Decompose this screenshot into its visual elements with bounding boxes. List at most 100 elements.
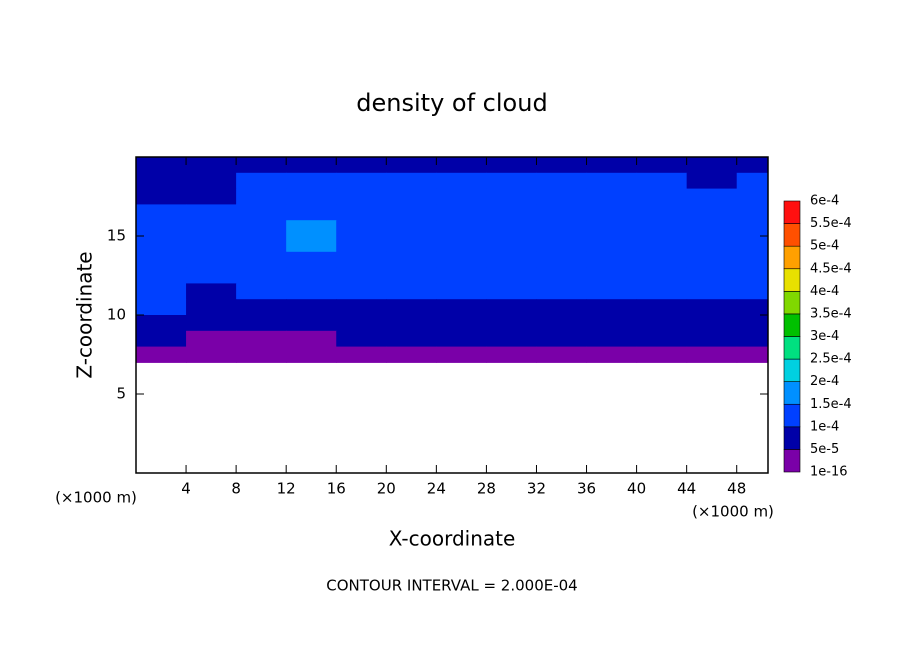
contour-cell [336,188,387,205]
contour-cell [586,236,638,253]
contour-cell [186,299,237,316]
contour-cell [486,346,537,363]
y-axis-label: Z-coordinate [73,251,97,378]
contour-cell [386,299,437,316]
contour-cell [186,283,237,300]
colorbar-label: 1.5e-4 [810,397,852,412]
contour-cell [286,330,337,348]
contour-cell [486,330,537,348]
contour-cell [286,220,337,237]
contour-cell [186,236,237,253]
contour-cell [486,236,537,253]
colorbar-swatch [783,313,801,337]
colorbar-label: 1e-16 [810,465,848,480]
colorbar-swatch [783,403,801,428]
contour-cell [286,283,337,300]
contour-cell [236,157,287,174]
contour-cell [486,251,537,269]
contour-cell [136,204,187,221]
contour-cell [136,346,187,363]
contour-cell [336,315,387,332]
chart-title: density of cloud [356,89,547,117]
contour-cell [536,172,588,190]
contour-cell [636,220,688,237]
x-tick-label: 32 [527,480,546,498]
contour-cell [536,267,588,284]
contour-cell [436,299,487,316]
y-tick-label: 15 [107,227,126,245]
contour-cell [636,283,688,300]
contour-cell [586,346,638,363]
contour-cell [586,188,638,205]
contour-cell [636,157,688,174]
contour-cell [536,251,588,269]
contour-cell [236,283,287,300]
x-tick-label: 24 [427,480,446,498]
contour-cell [436,157,487,174]
contour-cell [136,236,187,253]
colorbar-swatch [783,449,801,473]
contour-cell [736,315,768,332]
contour-cell [136,251,187,269]
contour-cell [336,220,387,237]
x-tick-label: 36 [577,480,596,498]
colorbar-swatch [783,245,801,270]
y-tick-label: 10 [107,306,126,324]
contour-cell [686,220,738,237]
contour-cell [386,315,437,332]
contour-cell [136,299,187,316]
x-tick-label: 20 [377,480,396,498]
contour-cell [336,236,387,253]
contour-cell [186,315,237,332]
contour-cell [486,267,537,284]
contour-cell [136,172,187,190]
contour-cell [186,204,237,221]
contour-cell [386,346,437,363]
colorbar-label: 5e-4 [810,239,839,254]
contour-cell [136,188,187,205]
contour-cell [736,330,768,348]
colorbar-label: 5e-5 [810,442,839,457]
contour-cell [336,283,387,300]
x-tick-label: 44 [677,480,696,498]
contour-cell [236,346,287,363]
contour-cell [186,330,237,348]
contour-cell [436,267,487,284]
contour-cell [686,330,738,348]
x-tick-label: 12 [277,480,296,498]
contour-cell [386,220,437,237]
contour-cell [286,299,337,316]
contour-cell [436,204,487,221]
contour-cell [386,330,437,348]
contour-cell [586,283,638,300]
contour-cell [336,204,387,221]
contour-cell [686,188,738,205]
x-tick-label: 8 [231,480,241,498]
contour-cell [286,172,337,190]
contour-cell [736,346,768,363]
contour-cell [636,236,688,253]
colorbar-label: 3e-4 [810,329,839,344]
contour-cell [636,299,688,316]
contour-cell [236,172,287,190]
colorbar-label: 6e-4 [810,194,839,209]
contour-cell [386,204,437,221]
contour-cell [186,267,237,284]
colorbar-swatch [783,426,801,450]
contour-cell [686,204,738,221]
contour-field [136,157,768,363]
contour-cell [536,204,588,221]
contour-cell [186,172,237,190]
contour-cell [386,267,437,284]
contour-cell [386,188,437,205]
contour-cell [336,267,387,284]
contour-cell [136,330,187,348]
contour-cell [386,283,437,300]
x-unit: (×1000 m) [692,503,774,521]
colorbar-label: 2e-4 [810,374,839,389]
contour-cell [236,299,287,316]
contour-cell [636,330,688,348]
contour-cell [586,267,638,284]
colorbar-label: 3.5e-4 [810,306,852,321]
